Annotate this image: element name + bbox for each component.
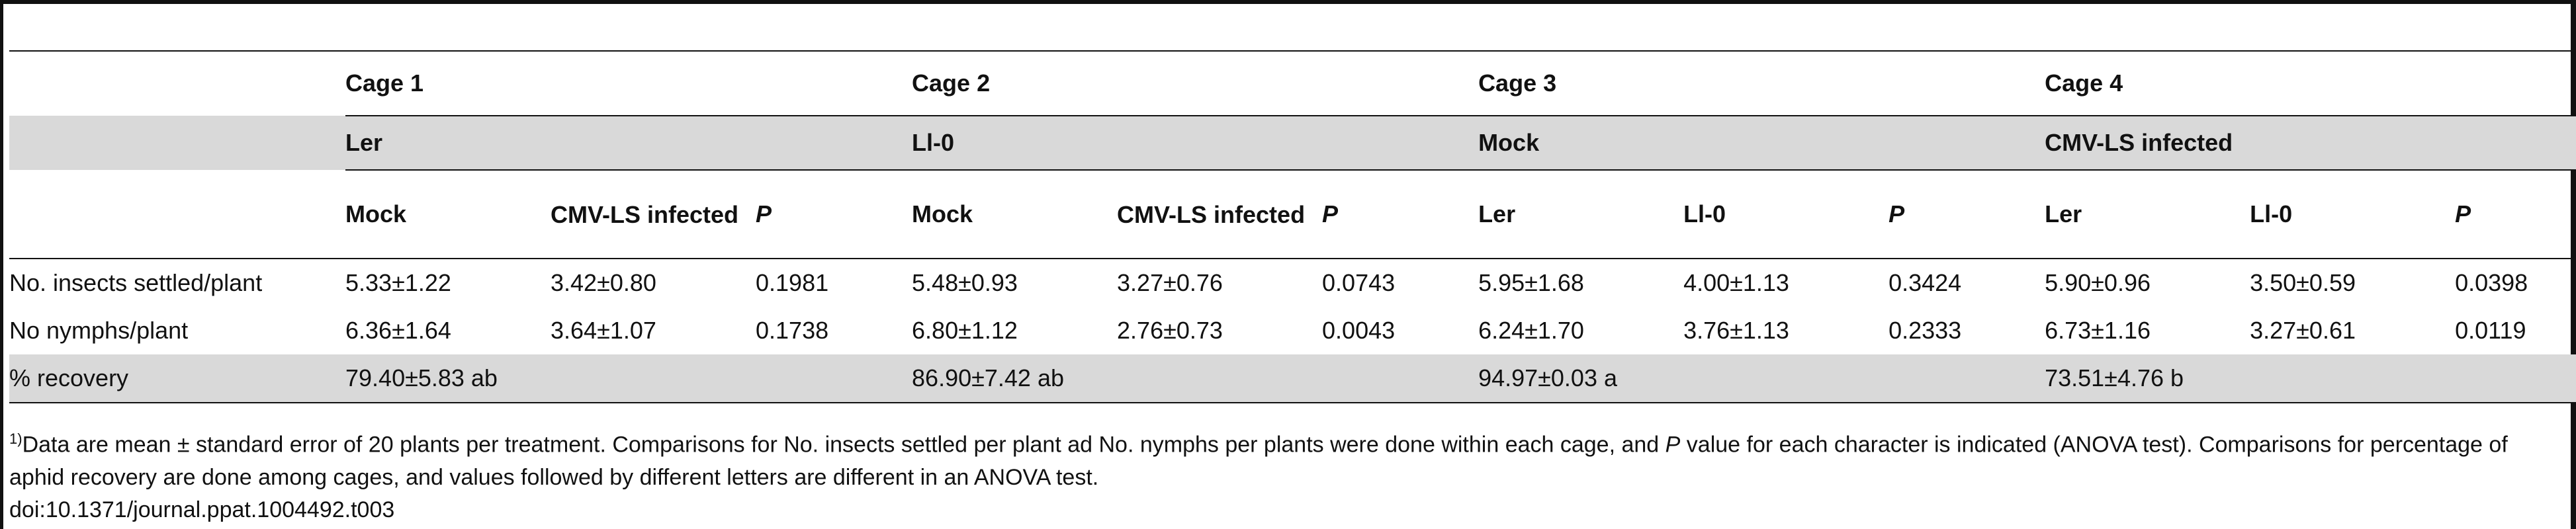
- table-cell: 5.33±1.22: [345, 269, 451, 296]
- row-label: No. insects settled/plant: [9, 269, 263, 296]
- subheader-c4-a: Ler: [2045, 169, 2250, 259]
- row-label: No nymphs/plant: [9, 317, 189, 344]
- footnote-p-symbol: P: [1665, 432, 1681, 458]
- group-header-row: Ler Ll-0 Mock CMV-LS infected: [9, 115, 2576, 170]
- subheader-c4-p: P: [2455, 169, 2576, 259]
- table-cell: 3.76±1.13: [1683, 317, 1789, 344]
- table-cell: 6.36±1.64: [345, 317, 451, 344]
- table-cell: 6.24±1.70: [1478, 317, 1584, 344]
- table-cell: 86.90±7.42 ab: [912, 354, 1479, 403]
- subheader-c1-a: Mock: [345, 169, 551, 259]
- table-cell: 79.40±5.83 ab: [345, 354, 912, 403]
- table-cell: 6.80±1.12: [912, 317, 1018, 344]
- table-cell: 5.90±0.96: [2045, 269, 2151, 296]
- table-cell: 3.64±1.07: [551, 317, 656, 344]
- corner-cell: [9, 116, 345, 170]
- table-cell: 2.76±0.73: [1117, 317, 1223, 344]
- table-cell: 0.0043: [1322, 317, 1396, 344]
- table-cell: 3.27±0.61: [2250, 317, 2356, 344]
- subheader-row: Mock CMV-LS infected P Mock CMV-LS infec…: [9, 169, 2576, 259]
- right-border: [2571, 0, 2576, 529]
- row-label: % recovery: [9, 354, 345, 403]
- left-border: [0, 0, 3, 529]
- group-2-header: Ll-0: [912, 115, 1479, 170]
- table-cell: 0.1738: [756, 317, 829, 344]
- table-row: % recovery 79.40±5.83 ab 86.90±7.42 ab 9…: [9, 354, 2576, 403]
- cage-4-header: Cage 4: [2045, 50, 2576, 116]
- table-cell: 3.50±0.59: [2250, 269, 2356, 296]
- table-cell: 3.27±0.76: [1117, 269, 1223, 296]
- table-cell: 0.3424: [1888, 269, 1962, 296]
- table-cell: 5.95±1.68: [1478, 269, 1584, 296]
- table-cell: 0.0398: [2455, 269, 2528, 296]
- table-cell: 6.73±1.16: [2045, 317, 2151, 344]
- group-3-header: Mock: [1478, 115, 2045, 170]
- subheader-c1-p: P: [756, 169, 912, 259]
- footnote-text-1: Data are mean ± standard error of 20 pla…: [22, 432, 1666, 458]
- subheader-c3-b: Ll-0: [1683, 169, 1889, 259]
- cage-header-row: Cage 1 Cage 2 Cage 3 Cage 4: [9, 50, 2576, 116]
- subheader-c1-b: CMV-LS infected: [551, 169, 756, 259]
- table-cell: 5.48±0.93: [912, 269, 1018, 296]
- table-row: No. insects settled/plant 5.33±1.22 3.42…: [9, 259, 2576, 307]
- footnote-marker: 1): [9, 430, 22, 447]
- table-cell: 94.97±0.03 a: [1478, 354, 2045, 403]
- subheader-c2-a: Mock: [912, 169, 1118, 259]
- corner-cell: [9, 50, 345, 116]
- subheader-c3-p: P: [1888, 169, 2045, 259]
- table-cell: 0.0119: [2455, 317, 2526, 344]
- table-row: No nymphs/plant 6.36±1.64 3.64±1.07 0.17…: [9, 307, 2576, 354]
- table-cell: 0.0743: [1322, 269, 1396, 296]
- table-cell: 4.00±1.13: [1683, 269, 1789, 296]
- data-table: Cage 1 Cage 2 Cage 3 Cage 4 Ler Ll-0 Moc…: [9, 50, 2576, 403]
- subheader-c4-b: Ll-0: [2250, 169, 2456, 259]
- cage-3-header: Cage 3: [1478, 50, 2045, 116]
- table-cell: 3.42±0.80: [551, 269, 656, 296]
- table-cell: 0.2333: [1888, 317, 1962, 344]
- top-border: [0, 0, 2576, 4]
- subheader-c3-a: Ler: [1478, 169, 1684, 259]
- group-1-header: Ler: [345, 115, 912, 170]
- group-4-header: CMV-LS infected: [2045, 115, 2576, 170]
- doi-text: doi:10.1371/journal.ppat.1004492.t003: [9, 497, 395, 522]
- cage-1-header: Cage 1: [345, 50, 912, 116]
- table-footnote: 1)Data are mean ± standard error of 20 p…: [9, 428, 2563, 494]
- footnote-text-2: value for each character is indicated (A…: [9, 432, 2508, 490]
- corner-cell: [9, 170, 345, 259]
- table-cell: 0.1981: [756, 269, 829, 296]
- cage-2-header: Cage 2: [912, 50, 1479, 116]
- subheader-c2-b: CMV-LS infected: [1117, 169, 1323, 259]
- subheader-c2-p: P: [1322, 169, 1479, 259]
- table-cell: 73.51±4.76 b: [2045, 354, 2576, 403]
